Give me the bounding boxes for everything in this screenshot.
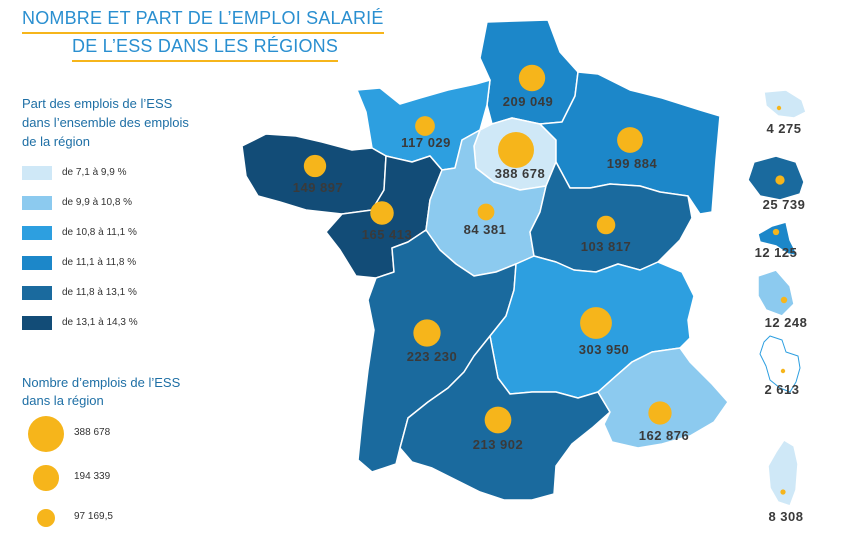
legend-share: Part des emplois de l’ESS dans l’ensembl… — [22, 94, 242, 330]
legend-count-label: 97 169,5 — [74, 511, 113, 522]
label-provence-alpes-cote-d-azur: 162 876 — [639, 428, 690, 443]
bubble-mayotte — [780, 368, 786, 374]
bubble-provence-alpes-cote-d-azur — [648, 401, 672, 425]
label-ile-de-france: 388 678 — [495, 166, 546, 181]
title-line-2: DE L’ESS DANS LES RÉGIONS — [72, 36, 339, 62]
legend-share-label: de 10,8 à 11,1 % — [62, 227, 137, 238]
bubble-hauts-de-france — [518, 64, 546, 92]
label-corse: 8 308 — [768, 509, 803, 524]
bubble-grand-est — [617, 127, 643, 153]
bubble-bretagne — [303, 154, 327, 178]
bubble-martinique — [772, 228, 780, 236]
legend-swatch — [22, 226, 52, 240]
region-guyane — [757, 269, 795, 317]
label-nouvelle-aquitaine: 223 230 — [407, 349, 458, 364]
legend-count-label: 194 339 — [74, 471, 111, 482]
bubble-occitanie — [484, 406, 512, 434]
label-grand-est: 199 884 — [607, 156, 658, 171]
label-la-reunion: 25 739 — [763, 197, 806, 212]
legend-swatch — [22, 166, 52, 180]
legend-count-label: 388 678 — [74, 427, 111, 438]
legend-count-bubble — [33, 465, 59, 491]
legend-share-heading-line: de la région — [22, 134, 90, 149]
legend-count-heading: Nombre d’emplois de l’ESS dans la région — [22, 374, 242, 410]
label-bourgogne-franche-comte: 103 817 — [581, 239, 632, 254]
legend-share-label: de 13,1 à 14,3 % — [62, 317, 138, 328]
legend-count-bubble — [37, 509, 55, 527]
legend-share-heading: Part des emplois de l’ESS dans l’ensembl… — [22, 94, 242, 151]
legend-share-label: de 7,1 à 9,9 % — [62, 167, 127, 178]
region-corse — [767, 439, 799, 507]
label-guyane: 12 248 — [765, 315, 808, 330]
bubble-nouvelle-aquitaine — [413, 319, 441, 347]
bubble-ile-de-france — [498, 132, 534, 168]
label-auvergne-rhone-alpes: 303 950 — [579, 342, 630, 357]
region-mayotte — [759, 335, 801, 393]
legend-share-label: de 9,9 à 10,8 % — [62, 197, 133, 208]
label-occitanie: 213 902 — [473, 437, 524, 452]
label-bretagne: 149 897 — [293, 180, 344, 195]
label-normandie: 117 029 — [401, 135, 451, 150]
bubble-guadeloupe — [776, 105, 782, 111]
label-mayotte: 2 613 — [764, 382, 799, 397]
label-guadeloupe: 4 275 — [766, 121, 801, 136]
legend-swatch — [22, 196, 52, 210]
title-line-1: NOMBRE ET PART DE L’EMPLOI SALARIÉ — [22, 8, 384, 34]
bubble-la-reunion — [775, 175, 785, 185]
legend-swatch — [22, 286, 52, 300]
legend-count-bubble — [28, 416, 64, 452]
legend-count: Nombre d’emplois de l’ESS dans la région… — [22, 374, 242, 527]
label-hauts-de-france: 209 049 — [503, 94, 554, 109]
legend-share-label: de 11,8 à 13,1 % — [62, 287, 137, 298]
bubble-pays-de-la-loire — [370, 201, 394, 225]
bubble-normandie — [415, 116, 435, 136]
region-martinique — [757, 221, 799, 257]
legend-count-heading-line: Nombre d’emplois de l’ESS — [22, 375, 181, 390]
region-guadeloupe — [763, 89, 807, 119]
legend-swatch — [22, 256, 52, 270]
legend-share-label: de 11,1 à 11,8 % — [62, 257, 137, 268]
legend-share-heading-line: dans l’ensemble des emplois — [22, 115, 189, 130]
label-martinique: 12 125 — [755, 245, 798, 260]
legend-count-heading-line: dans la région — [22, 393, 104, 408]
bubble-auvergne-rhone-alpes — [580, 307, 612, 339]
label-centre-val-de-loire: 84 381 — [464, 222, 507, 237]
label-pays-de-la-loire: 165 413 — [362, 227, 413, 242]
legend-share-heading-line: Part des emplois de l’ESS — [22, 96, 173, 111]
bubble-corse — [780, 489, 786, 495]
bubble-guyane — [780, 296, 788, 304]
legend-swatch — [22, 316, 52, 330]
bubble-centre-val-de-loire — [477, 203, 495, 221]
bubble-bourgogne-franche-comte — [596, 215, 616, 235]
region-provence-alpes-cote-d-azur — [597, 347, 729, 449]
